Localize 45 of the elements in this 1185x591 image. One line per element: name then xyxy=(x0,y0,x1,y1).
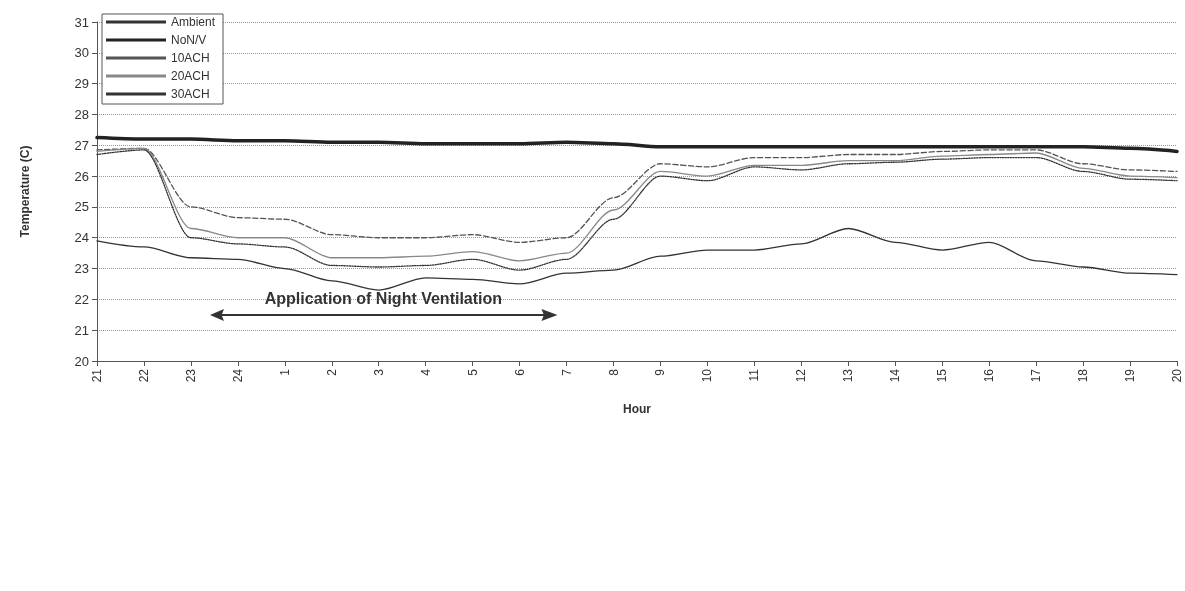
x-tick-label: 18 xyxy=(1076,368,1091,383)
y-tick-label: 25 xyxy=(74,199,89,215)
line-series xyxy=(96,227,1178,291)
x-tick-label: 10 xyxy=(700,368,715,383)
y-tick-label: 26 xyxy=(74,168,89,184)
y-tick-label: 27 xyxy=(74,137,89,153)
x-tick-label: 22 xyxy=(136,368,151,383)
legend-label: NoN/V xyxy=(171,33,207,47)
y-tick-label: 30 xyxy=(74,45,89,61)
x-tick-label: 12 xyxy=(794,368,809,383)
annotation: Application of Night Ventilation xyxy=(264,289,503,308)
x-tick-label: 2 xyxy=(324,368,339,376)
y-tick-label: 29 xyxy=(74,76,89,92)
x-tick-label: 13 xyxy=(841,368,856,383)
y-tick-label: 31 xyxy=(74,14,89,30)
y-axis-title: Temperature (C) xyxy=(18,145,32,238)
legend-label: Ambient xyxy=(171,15,216,29)
x-tick-label: 3 xyxy=(371,368,386,376)
x-tick-label: 15 xyxy=(935,368,950,383)
x-tick-label: 23 xyxy=(183,368,198,383)
x-tick-label: 11 xyxy=(747,368,762,382)
legend-label: 30ACH xyxy=(171,87,210,101)
line-series xyxy=(95,135,1179,154)
y-tick-label: 28 xyxy=(74,106,89,122)
x-tick-label: 21 xyxy=(90,368,104,383)
x-tick-label: 7 xyxy=(559,368,574,376)
x-tick-label: 24 xyxy=(230,368,245,383)
x-tick-label: 20 xyxy=(1170,368,1184,383)
x-tick-label: 19 xyxy=(1123,368,1138,383)
y-tick-label: 22 xyxy=(74,291,89,307)
x-tick-label: 6 xyxy=(512,368,527,376)
x-axis-title: Hour xyxy=(623,402,652,416)
y-tick-label: 23 xyxy=(74,261,89,277)
y-tick-label: 21 xyxy=(74,322,89,338)
x-tick-label: 14 xyxy=(888,368,903,383)
x-tick-label: 17 xyxy=(1029,368,1044,383)
x-tick-label: 1 xyxy=(277,368,292,376)
x-tick-label: 9 xyxy=(653,368,668,376)
legend-label: 10ACH xyxy=(171,51,210,65)
x-tick-label: 5 xyxy=(465,368,480,376)
y-tick-label: 24 xyxy=(74,230,89,246)
x-tick-label: 4 xyxy=(418,368,433,376)
x-tick-label: 8 xyxy=(606,368,621,376)
legend-label: 20ACH xyxy=(171,69,210,83)
x-tick-label: 16 xyxy=(982,368,997,383)
